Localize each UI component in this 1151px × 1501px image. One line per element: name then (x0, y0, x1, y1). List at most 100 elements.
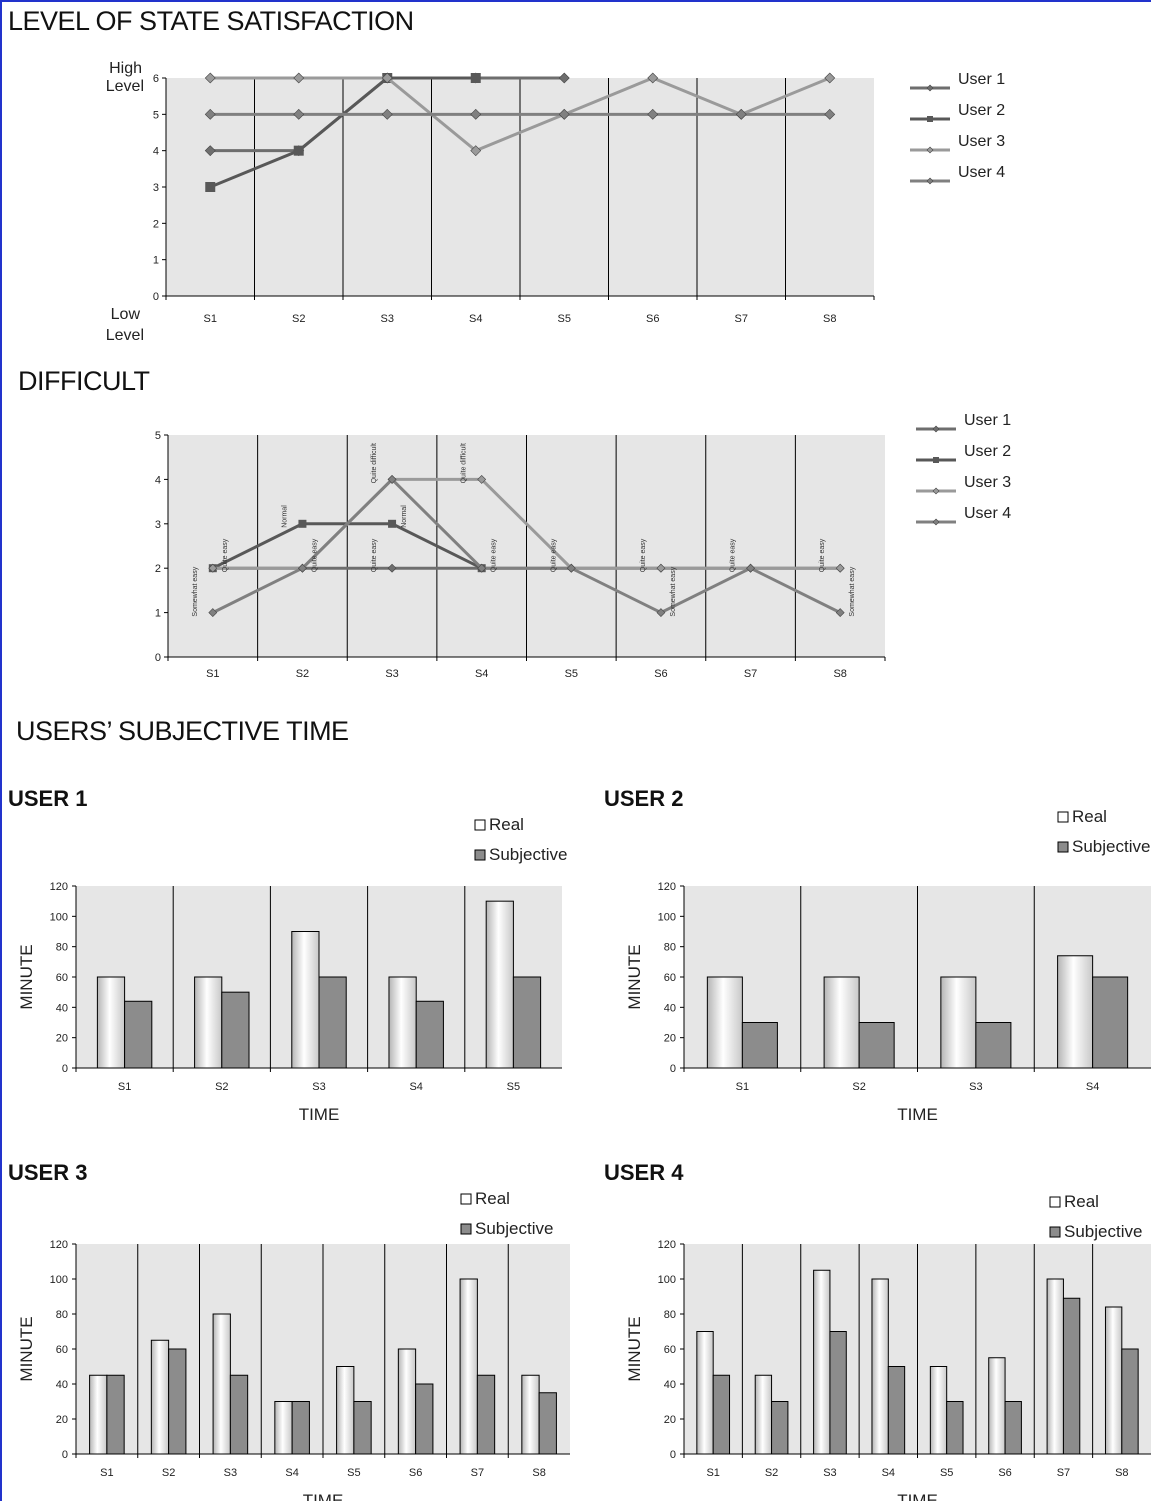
satisfaction-user2-point (293, 145, 304, 156)
user4-y-tick-label: 60 (664, 1344, 676, 1356)
user4-bar-subjective (1004, 1401, 1022, 1455)
satisfaction-legend-marker (926, 84, 934, 92)
difficult-x-tick-label: S2 (296, 668, 309, 680)
satisfaction-series-user3-line (210, 76, 831, 153)
user1-bar-subjective (415, 1000, 444, 1069)
difficult-user2-point (298, 519, 307, 528)
user3-bar-subjective (415, 1383, 434, 1455)
difficult-y-tick-label: 3 (155, 519, 161, 531)
satisfaction-user3-point (204, 72, 216, 84)
user3-legend-swatch (460, 1223, 472, 1235)
user3-y-tick-label: 60 (56, 1344, 68, 1356)
difficult-annotation: Normal (401, 505, 408, 528)
satisfaction-legend-label: User 4 (958, 164, 1005, 181)
user2-bar-subjective (741, 1022, 778, 1069)
difficult-annotation: Somewhat easy (670, 566, 677, 616)
satisfaction-x-tick-label: S3 (381, 313, 394, 325)
user3-legend-label: Real (475, 1189, 510, 1208)
satisfaction-user4-point (647, 108, 659, 120)
user4-legend-label: Real (1064, 1192, 1099, 1211)
user3-x-label: TIME (303, 1491, 344, 1501)
user2-bar-chart: 0 20 40 60 80 100 120 S1 S2 S3 S4 TIME MINUTE Real Sub… (625, 807, 1151, 1124)
user2-y-tick-label: 40 (664, 1002, 676, 1014)
user3-bar-subjective (476, 1374, 496, 1455)
user4-x-tick-label: S8 (1115, 1467, 1128, 1479)
satisfaction-y-tick-label: 3 (153, 182, 159, 194)
difficult-annotation: Quite easy (311, 538, 318, 572)
satisfaction-user4-point (381, 108, 393, 120)
user4-bar-real (754, 1374, 773, 1455)
user3-bar-subjective (168, 1348, 187, 1455)
user4-bar-real (871, 1278, 889, 1455)
satisfaction-user3-point (824, 72, 836, 84)
difficult-user3-point (835, 563, 845, 573)
difficult-x-tick-label: S1 (206, 668, 219, 680)
satisfaction-legend-marker (926, 177, 934, 185)
user1-legend-swatch (474, 849, 486, 861)
difficult-user3-point (656, 563, 666, 573)
user2-bar-real (1057, 955, 1094, 1069)
user1-x-tick-label: S3 (312, 1081, 325, 1093)
user2-y-tick-label: 20 (664, 1033, 676, 1045)
satisfaction-y-tick-label: 5 (153, 109, 159, 121)
user2-bar-subjective (858, 1022, 895, 1069)
user2-y-tick-label: 120 (658, 881, 676, 893)
satisfaction-user4-point (558, 108, 570, 120)
satisfaction-user4-point (470, 108, 482, 120)
difficult-y-tick-label: 0 (155, 652, 161, 664)
user4-bar-real (988, 1357, 1006, 1455)
difficult-legend-label: User 2 (964, 443, 1011, 460)
user3-title: USER 3 (8, 1160, 88, 1185)
satisfaction-user3-point (293, 72, 305, 84)
difficult-annotation: Quite easy (640, 538, 647, 572)
difficult-annotation: Quite difficult (461, 443, 468, 483)
user1-y-tick-label: 100 (50, 911, 68, 923)
difficult-x-tick-label: S5 (565, 668, 578, 680)
satisfaction-legend-marker (926, 146, 934, 154)
difficult-user4-point (746, 563, 755, 573)
user3-legend-swatch (460, 1193, 472, 1205)
difficult-x-tick-label: S6 (654, 668, 667, 680)
user2-bar-subjective (1092, 976, 1129, 1069)
user2-title: USER 2 (604, 786, 684, 811)
user3-x-tick-label: S6 (409, 1467, 422, 1479)
user1-x-tick-label: S1 (118, 1081, 131, 1093)
user1-title: USER 1 (8, 786, 88, 811)
user2-x-tick-label: S2 (852, 1081, 865, 1093)
user4-x-tick-label: S5 (940, 1467, 953, 1479)
satisfaction-high-label: High (109, 60, 142, 77)
user1-legend-swatch (474, 819, 486, 831)
user1-bar-subjective (124, 1000, 153, 1069)
user3-x-tick-label: S3 (224, 1467, 237, 1479)
satisfaction-x-tick-label: S5 (558, 313, 571, 325)
page-frame-top (0, 0, 1151, 2)
satisfaction-high-label: Level (106, 78, 144, 95)
user2-y-tick-label: 80 (664, 942, 676, 954)
user3-x-tick-label: S7 (471, 1467, 484, 1479)
satisfaction-legend-marker (927, 116, 933, 122)
user2-bar-real (940, 976, 977, 1069)
user3-x-tick-label: S1 (100, 1467, 113, 1479)
user4-y-tick-label: 20 (664, 1414, 676, 1426)
user4-y-tick-label: 40 (664, 1379, 676, 1391)
difficult-title: DIFFICULT (18, 366, 150, 396)
satisfaction-title: LEVEL OF STATE SATISFACTION (8, 6, 414, 36)
user2-x-tick-label: S4 (1086, 1081, 1099, 1093)
user3-y-tick-label: 80 (56, 1309, 68, 1321)
difficult-user4-point (656, 608, 666, 618)
user1-y-tick-label: 40 (56, 1002, 68, 1014)
difficult-y-tick-label: 1 (155, 608, 161, 620)
user1-legend-label: Subjective (489, 845, 567, 864)
satisfaction-y-tick-label: 0 (153, 291, 159, 303)
satisfaction-user4-point (204, 108, 216, 120)
user3-bar-subjective (106, 1374, 125, 1455)
difficult-legend-label: User 1 (964, 412, 1011, 429)
user2-bar-real (823, 976, 860, 1069)
satisfaction-legend-label: User 2 (958, 102, 1005, 119)
user1-bar-real (194, 976, 223, 1069)
user4-x-tick-label: S2 (765, 1467, 778, 1479)
user2-y-label: MINUTE (625, 944, 644, 1009)
satisfaction-y-tick-label: 4 (153, 146, 159, 158)
user2-x-tick-label: S3 (969, 1081, 982, 1093)
difficult-legend-label: User 3 (964, 474, 1011, 491)
